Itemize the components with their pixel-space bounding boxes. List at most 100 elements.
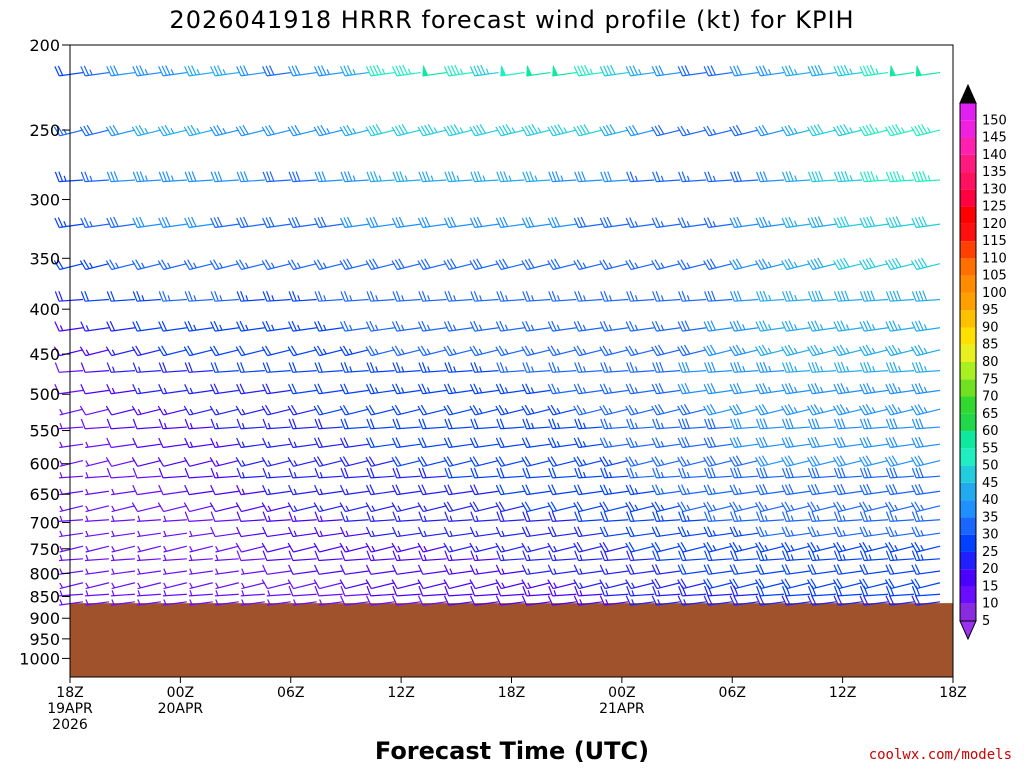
wind-barb — [158, 362, 187, 373]
wind-barb — [391, 404, 421, 416]
wind-barb — [184, 437, 213, 449]
wind-barb — [626, 511, 655, 523]
wind-barb — [365, 216, 395, 229]
wind-barb — [573, 64, 603, 77]
wind-barb — [392, 418, 421, 430]
wind-barb — [59, 422, 84, 430]
y-tick-label: 500 — [29, 385, 60, 404]
wind-barb — [80, 418, 109, 430]
wind-barb — [885, 216, 915, 229]
wind-barb — [885, 418, 915, 430]
wind-barb — [132, 320, 161, 332]
wind-barb — [495, 258, 525, 271]
wind-barb — [599, 345, 629, 357]
wind-barb — [287, 579, 317, 590]
wind-barb — [677, 344, 707, 357]
wind-barb — [59, 472, 84, 479]
wind-barb — [84, 590, 109, 597]
wind-barb — [678, 467, 707, 479]
wind-barb — [885, 550, 915, 562]
wind-barb — [651, 564, 681, 575]
wind-barb — [288, 320, 317, 332]
wind-barb — [184, 484, 213, 496]
wind-barb — [417, 404, 447, 416]
wind-barb — [730, 511, 759, 523]
wind-barb — [236, 362, 265, 373]
wind-barb — [858, 257, 889, 271]
wind-barb — [111, 505, 136, 513]
wind-barb — [833, 594, 863, 606]
wind-barb — [391, 437, 421, 449]
wind-barb — [132, 171, 161, 183]
wind-barb — [833, 436, 863, 449]
wind-barb — [910, 344, 941, 357]
wind-barb — [240, 599, 265, 606]
colorbar-tick-label: 60 — [982, 424, 999, 439]
wind-barb — [626, 418, 655, 430]
colorbar-swatch — [960, 551, 976, 570]
colorbar-tick-label: 75 — [982, 372, 999, 387]
wind-barb — [885, 511, 915, 523]
wind-barb — [625, 383, 655, 395]
wind-barb — [600, 585, 629, 597]
wind-barb — [392, 290, 421, 302]
wind-barb — [80, 321, 110, 332]
wind-barb — [522, 418, 551, 430]
wind-barb — [209, 457, 239, 467]
wind-barb — [833, 526, 863, 538]
wind-barb — [158, 216, 187, 229]
wind-barb — [59, 505, 84, 513]
wind-barb — [495, 542, 525, 553]
wind-barb — [833, 564, 863, 575]
y-tick-label: 450 — [29, 345, 60, 364]
y-tick-label: 850 — [29, 587, 60, 606]
wind-barb — [755, 436, 785, 449]
wind-barb — [781, 526, 811, 538]
wind-barb — [599, 259, 629, 271]
wind-barb — [366, 467, 395, 479]
wind-barb — [884, 501, 915, 513]
wind-barb — [261, 502, 291, 513]
wind-barb — [288, 564, 317, 575]
wind-barb — [547, 216, 577, 229]
wind-barb — [730, 171, 759, 183]
wind-barb — [137, 530, 161, 538]
wind-barb — [677, 456, 707, 467]
wind-barb — [521, 542, 551, 553]
wind-barb — [132, 467, 161, 479]
wind-barb — [548, 290, 577, 302]
x-tick-label: 18Z — [56, 685, 83, 701]
wind-barb — [573, 345, 603, 357]
wind-barb — [781, 511, 811, 523]
wind-barb — [859, 594, 889, 606]
wind-barb — [236, 171, 265, 183]
wind-barb — [111, 568, 136, 575]
wind-barb — [574, 418, 603, 430]
wind-barb — [444, 362, 473, 373]
wind-barb — [599, 124, 629, 137]
wind-barb — [548, 585, 577, 597]
wind-barb — [313, 456, 343, 467]
wind-barb — [677, 595, 707, 606]
wind-barb — [163, 568, 187, 575]
wind-barb — [470, 418, 499, 430]
wind-barb — [755, 383, 785, 395]
wind-barb — [339, 345, 369, 357]
wind-barb — [599, 216, 629, 229]
wind-barb — [110, 554, 135, 562]
wind-barb — [215, 582, 239, 590]
wind-barb — [548, 550, 577, 562]
x-tick-label: 00Z — [167, 685, 194, 701]
wind-barb — [703, 320, 733, 332]
wind-barb — [235, 405, 265, 416]
wind-barb — [443, 258, 473, 271]
wind-barb — [313, 404, 343, 416]
wind-barb — [313, 502, 343, 513]
wind-barb — [262, 484, 291, 496]
wind-barb — [106, 467, 135, 479]
wind-barb — [781, 501, 811, 513]
wind-barb — [915, 65, 941, 77]
wind-barb — [443, 320, 473, 332]
wind-barb — [807, 418, 837, 430]
